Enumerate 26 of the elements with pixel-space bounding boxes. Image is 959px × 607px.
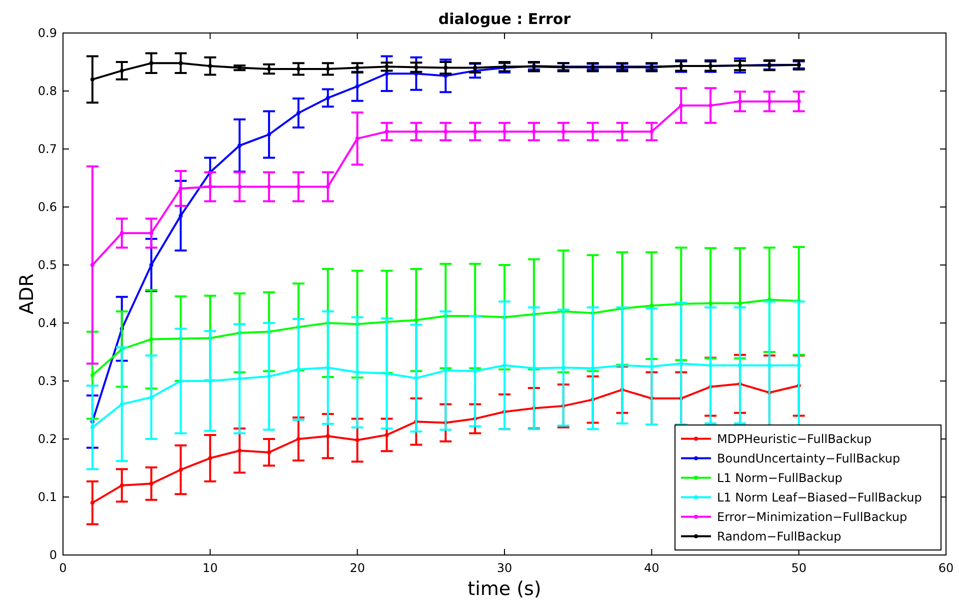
- y-tick-label: 0.8: [38, 84, 57, 98]
- x-tick-label: 50: [791, 561, 806, 575]
- legend-label: BoundUncertainty−FullBackup: [717, 451, 900, 466]
- legend-label: MDPHeuristic−FullBackup: [717, 432, 872, 446]
- x-tick-label: 10: [202, 561, 218, 575]
- x-axis-title: time (s): [468, 578, 542, 600]
- x-tick-label: 20: [350, 561, 365, 575]
- y-tick-label: 0: [49, 548, 57, 562]
- legend-label: Error−Minimization−FullBackup: [717, 510, 908, 524]
- x-tick-label: 40: [644, 561, 660, 575]
- x-tick-label: 30: [496, 561, 512, 575]
- y-tick-label: 0.4: [38, 316, 57, 330]
- chart-title: dialogue : Error: [438, 10, 572, 28]
- y-tick-label: 0.1: [38, 490, 57, 504]
- legend-label: Random−FullBackup: [717, 529, 842, 544]
- y-tick-label: 0.2: [38, 432, 57, 446]
- x-tick-label: 60: [938, 561, 954, 575]
- x-tick-label: 0: [59, 561, 67, 575]
- y-tick-label: 0.6: [38, 200, 57, 214]
- legend-label: L1 Norm−FullBackup: [717, 470, 842, 485]
- y-tick-label: 0.5: [38, 258, 57, 272]
- y-tick-label: 0.7: [38, 142, 57, 156]
- y-tick-label: 0.3: [38, 374, 57, 388]
- y-tick-label: 0.9: [38, 26, 57, 40]
- legend-label: L1 Norm Leaf−Biased−FullBackup: [717, 490, 922, 504]
- y-axis-title: ADR: [16, 274, 38, 314]
